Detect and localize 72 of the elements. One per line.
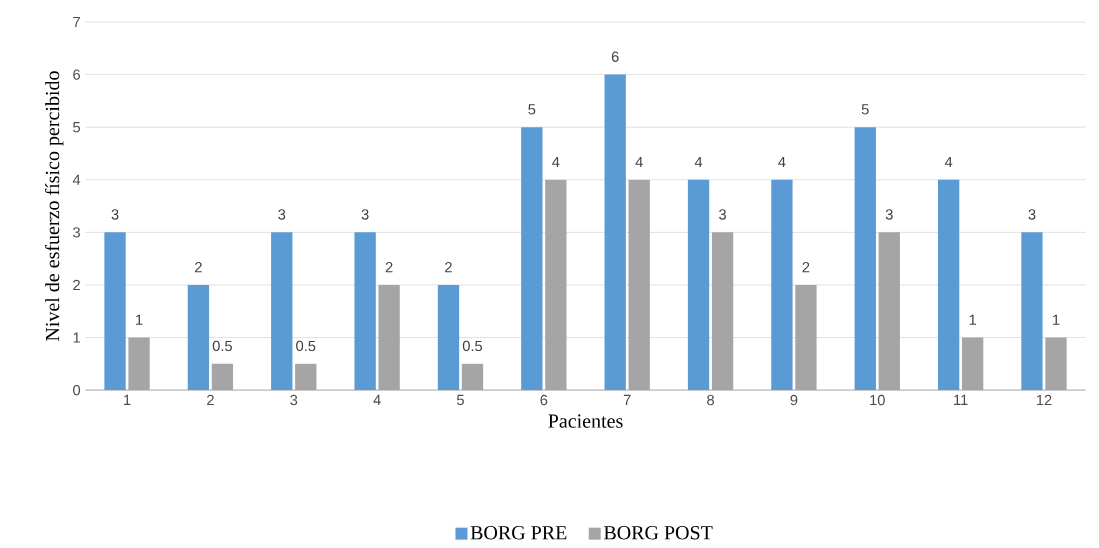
y-tick-label: 6: [73, 69, 80, 80]
data-label: 2: [802, 261, 810, 273]
data-label: 2: [445, 261, 452, 273]
data-label: 0.5: [212, 340, 232, 352]
data-label: 4: [778, 156, 786, 167]
data-label: 4: [552, 156, 560, 167]
bar: [128, 337, 150, 391]
bar: [271, 232, 293, 391]
data-label: 2: [385, 261, 393, 273]
x-tick-label: 2: [207, 394, 214, 405]
x-tick-label: 6: [540, 394, 548, 406]
bar: [521, 127, 543, 391]
data-label: 5: [861, 104, 869, 115]
data-label: 6: [611, 51, 619, 62]
x-tick-label: 11: [954, 394, 968, 405]
y-axis-title: Nivel de esfuerzo físico percibido: [45, 71, 64, 341]
data-label: 3: [885, 209, 893, 220]
bar: [795, 284, 817, 391]
bar: [104, 232, 126, 391]
data-label: 1: [1053, 314, 1060, 325]
data-label: 3: [1028, 209, 1036, 220]
bar: [295, 363, 317, 391]
data-label: 3: [111, 209, 119, 220]
bar: [461, 363, 484, 391]
x-tick-label: 9: [790, 394, 798, 406]
bar: [545, 179, 567, 391]
bar: [961, 337, 984, 391]
bar: [187, 284, 210, 391]
data-label: 1: [136, 314, 143, 325]
y-tick-label: 1: [73, 332, 80, 343]
bar: [854, 127, 876, 391]
data-label: 4: [694, 156, 703, 167]
bar: [687, 179, 710, 391]
data-label: 0.5: [296, 340, 316, 352]
legend-label: BORG PRE: [470, 525, 567, 540]
bar: [378, 284, 400, 391]
bar: [711, 232, 734, 391]
y-tick-label: 0: [73, 384, 81, 396]
bar: [211, 363, 234, 391]
data-label: 4: [635, 156, 643, 167]
x-tick-label: 5: [456, 394, 464, 405]
data-label: 1: [969, 314, 977, 325]
data-label: 5: [528, 104, 536, 115]
x-tick-label: 10: [870, 394, 885, 406]
data-label: 3: [361, 209, 369, 220]
legend-label: BORG POST: [603, 525, 713, 540]
x-tick-label: 4: [373, 394, 381, 405]
data-label: 0.5: [462, 340, 483, 352]
x-tick-label: 1: [124, 394, 131, 405]
y-tick-label: 2: [73, 279, 80, 290]
data-label: 4: [944, 156, 953, 167]
y-tick-label: 4: [72, 174, 81, 185]
bar: [1045, 337, 1067, 391]
y-tick-label: 3: [73, 227, 80, 238]
bar: [1021, 232, 1043, 391]
data-label: 2: [195, 261, 202, 273]
bar: [604, 74, 626, 391]
bar: [771, 179, 793, 391]
bar: [628, 179, 650, 391]
x-tick-label: 7: [623, 394, 631, 405]
x-tick-label: 8: [707, 394, 714, 406]
data-label: 3: [278, 209, 286, 220]
bar: [937, 179, 960, 391]
bar: [437, 284, 460, 391]
x-tick-label: 3: [290, 394, 298, 406]
x-axis-title: Pacientes: [548, 414, 623, 428]
bar: [878, 232, 900, 391]
x-tick-label: 12: [1036, 394, 1052, 405]
y-tick-label: 7: [73, 16, 80, 27]
y-tick-label: 5: [73, 121, 81, 133]
data-label: 3: [719, 209, 726, 220]
bar: [354, 232, 376, 391]
